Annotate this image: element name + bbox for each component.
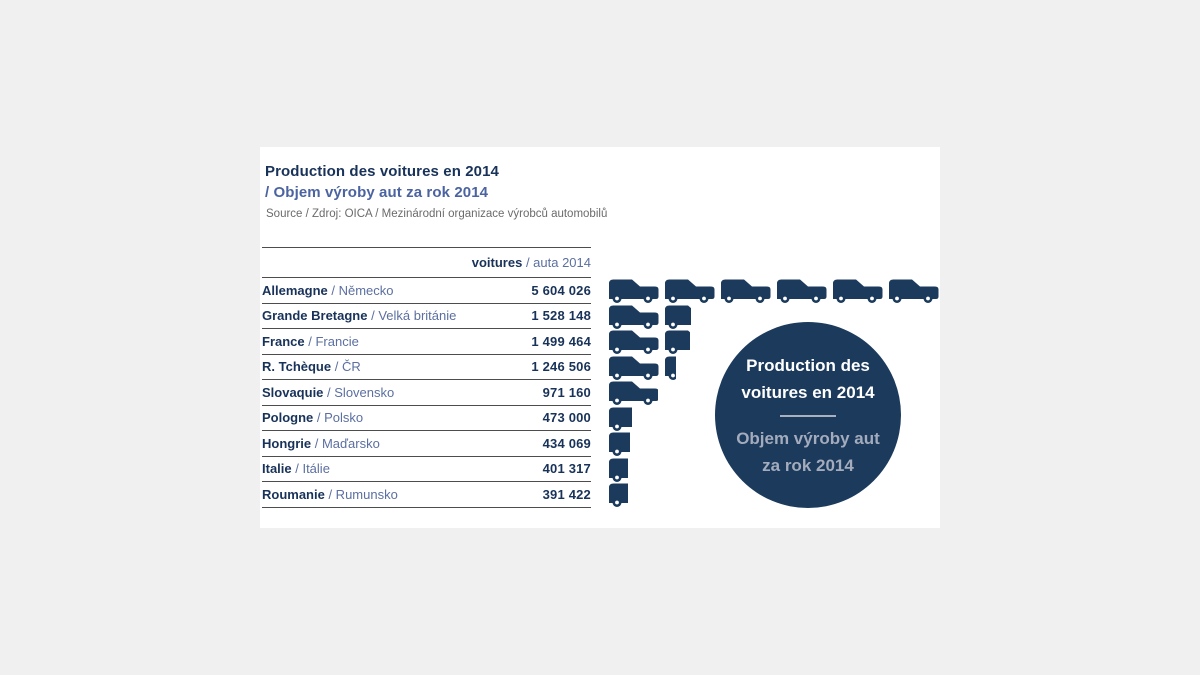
badge-title-french: Production des voitures en 2014 — [741, 352, 874, 406]
table-row: France / Francie 1 499 464 — [262, 329, 591, 355]
country-name-czech: / Německo — [327, 282, 394, 298]
country-name-czech: / Rumunsko — [324, 486, 398, 502]
country-label: Allemagne / Německo — [262, 283, 394, 298]
badge-divider — [780, 414, 836, 417]
production-table: voitures / auta 2014 Allemagne / Německo… — [262, 247, 591, 508]
car-icon — [833, 279, 883, 303]
car-pictogram-row — [607, 329, 940, 355]
car-pictogram-chart — [607, 278, 940, 508]
car-icon — [665, 305, 692, 329]
table-row: Allemagne / Německo 5 604 026 — [262, 278, 591, 304]
badge-line-2: voitures en 2014 — [741, 382, 875, 402]
column-header-auta-text: / auta 2014 — [525, 255, 591, 270]
car-icon — [721, 279, 771, 303]
country-name-french: Pologne — [262, 410, 314, 426]
infographic-card: Production des voitures en 2014 / Objem … — [260, 147, 940, 528]
badge-line-4: za rok 2014 — [762, 455, 854, 475]
badge-title-czech: Objem výroby aut za rok 2014 — [736, 425, 880, 479]
country-label: Pologne / Polsko — [262, 410, 363, 425]
car-icon — [609, 279, 659, 303]
country-name-french: Slovaquie — [262, 384, 324, 400]
country-name-czech: / Itálie — [291, 461, 330, 477]
car-pictogram-row — [607, 431, 940, 457]
car-icon — [609, 381, 659, 405]
car-icon — [665, 279, 715, 303]
country-name-french: R. Tchèque — [262, 359, 332, 375]
country-name-czech: / Maďarsko — [311, 435, 380, 451]
production-value: 971 160 — [542, 384, 591, 400]
country-name-french: Allemagne — [262, 282, 328, 298]
car-icon — [609, 330, 659, 354]
country-name-czech: / Francie — [304, 333, 359, 349]
country-name-french: France — [262, 333, 305, 349]
car-icon — [777, 279, 827, 303]
badge-line-1: Production des — [746, 355, 870, 375]
production-value: 5 604 026 — [531, 282, 591, 298]
country-name-french: Hongrie — [262, 435, 312, 451]
badge-line-3: Objem výroby aut — [736, 428, 880, 448]
country-name-czech: / ČR — [331, 359, 361, 375]
car-icon — [889, 279, 939, 303]
source-note: Source / Zdroj: OICA / Mezinárodní organ… — [266, 208, 608, 220]
production-value: 1 246 506 — [531, 359, 591, 375]
car-icon — [609, 407, 632, 431]
country-name-french: Grande Bretagne — [262, 308, 368, 324]
country-name-french: Roumanie — [262, 486, 325, 502]
production-value: 473 000 — [542, 410, 591, 426]
country-label: R. Tchèque / ČR — [262, 359, 361, 374]
country-label: Slovaquie / Slovensko — [262, 385, 394, 400]
table-row: R. Tchèque / ČR 1 246 506 — [262, 355, 591, 380]
table-row: Pologne / Polsko 473 000 — [262, 406, 591, 431]
car-pictogram-row — [607, 304, 940, 330]
car-icon — [609, 483, 628, 507]
car-pictogram-row — [607, 278, 940, 304]
table-row: Grande Bretagne / Velká británie 1 528 14… — [262, 304, 591, 329]
car-icon — [609, 356, 659, 380]
page-title: Production des voitures en 2014 — [265, 163, 500, 180]
car-icon — [609, 458, 629, 482]
country-name-czech: / Slovensko — [323, 384, 395, 400]
country-label: France / Francie — [262, 334, 359, 349]
car-pictogram-row — [607, 482, 940, 508]
table-row: Hongrie / Maďarsko 434 069 — [262, 431, 591, 457]
car-pictogram-row — [607, 457, 940, 483]
country-label: Roumanie / Rumunsko — [262, 487, 398, 502]
table-row: Italie / Itálie 401 317 — [262, 457, 591, 482]
table-body: Allemagne / Německo 5 604 026 Grande Breta… — [262, 278, 591, 508]
table-row: Slovaquie / Slovensko 971 160 — [262, 380, 591, 406]
country-name-czech: / Velká británie — [367, 308, 457, 324]
page-title-czech: / Objem výroby aut za rok 2014 — [265, 184, 489, 201]
title-badge-circle: Production des voitures en 2014 Objem vý… — [715, 322, 901, 508]
car-pictogram-row — [607, 355, 940, 381]
table-row: Roumanie / Rumunsko 391 422 — [262, 482, 591, 508]
country-label: Hongrie / Maďarsko — [262, 436, 380, 451]
production-value: 434 069 — [542, 435, 591, 451]
car-icon — [609, 432, 630, 456]
table-column-header: voitures / auta 2014 — [262, 247, 591, 278]
country-name-czech: / Polsko — [313, 410, 364, 426]
production-value: 1 528 148 — [531, 308, 591, 324]
production-value: 401 317 — [542, 461, 591, 477]
car-icon — [665, 330, 690, 354]
car-pictogram-row — [607, 380, 940, 406]
country-label: Italie / Itálie — [262, 461, 330, 476]
production-value: 391 422 — [542, 486, 591, 502]
car-icon — [665, 356, 677, 380]
car-pictogram-row — [607, 406, 940, 432]
column-header-voitures: voitures — [471, 255, 523, 270]
country-label: Grande Bretagne / Velká británie — [262, 308, 456, 323]
car-icon — [609, 305, 659, 329]
production-value: 1 499 464 — [531, 333, 591, 349]
country-name-french: Italie — [262, 461, 292, 477]
